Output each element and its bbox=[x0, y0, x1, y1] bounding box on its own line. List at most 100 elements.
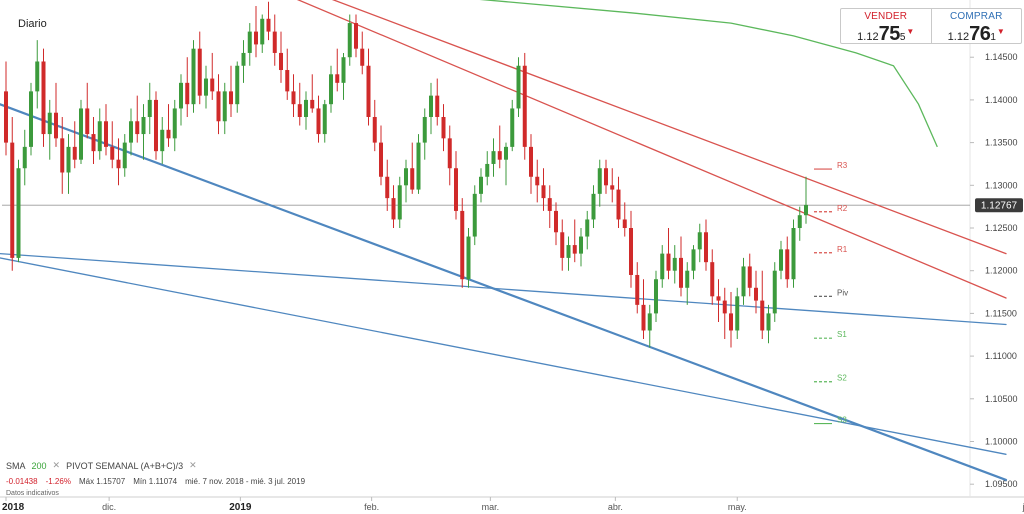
candle-body bbox=[572, 245, 577, 254]
candle-body bbox=[247, 31, 252, 53]
candle-body bbox=[385, 176, 390, 199]
candle-body bbox=[347, 23, 352, 58]
candle-body bbox=[391, 198, 396, 220]
candle-body bbox=[235, 65, 240, 105]
sell-button[interactable]: VENDER 1.12755▼ bbox=[841, 9, 931, 45]
candle-body bbox=[722, 300, 727, 314]
candle-body bbox=[260, 18, 265, 45]
sma-label: SMA bbox=[6, 460, 26, 471]
candle-body bbox=[672, 257, 677, 271]
timeframe-label: Diario bbox=[18, 18, 47, 30]
candle-body bbox=[241, 52, 246, 66]
pivot-level-label: R1 bbox=[837, 245, 848, 254]
candle-body bbox=[116, 159, 121, 169]
pivot-level-label: S2 bbox=[837, 374, 847, 383]
stats-row: -0.01438 -1.26% Máx 1.15707 Mín 1.11074 … bbox=[6, 477, 305, 486]
y-tick-label: 1.10000 bbox=[985, 436, 1018, 446]
trend-line bbox=[0, 103, 1008, 482]
buy-button[interactable]: COMPRAR 1.12761▼ bbox=[930, 9, 1022, 46]
candle-body bbox=[172, 108, 177, 139]
candle-body bbox=[772, 270, 777, 314]
pivot-level-label: R3 bbox=[837, 161, 848, 170]
min-value: Mín 1.11074 bbox=[133, 477, 178, 486]
candle-body bbox=[135, 121, 140, 135]
candle-body bbox=[329, 74, 333, 105]
candle-body bbox=[697, 232, 702, 250]
y-tick-label: 1.09500 bbox=[985, 479, 1018, 489]
y-tick-label: 1.12500 bbox=[985, 223, 1018, 233]
candle-body bbox=[197, 48, 202, 96]
remove-sma-icon[interactable]: ✕ bbox=[52, 460, 61, 470]
candle-body bbox=[747, 266, 752, 288]
candle-body bbox=[304, 99, 308, 117]
candle-body bbox=[22, 146, 27, 169]
buy-price-prefix: 1.12 bbox=[947, 31, 970, 43]
candle-body bbox=[610, 185, 615, 190]
candle-body bbox=[341, 57, 346, 83]
candle-body bbox=[716, 296, 721, 301]
pivot-level-label: Piv bbox=[837, 288, 848, 297]
max-value: Máx 1.15707 bbox=[78, 477, 126, 486]
candle-body bbox=[4, 91, 8, 143]
candle-body bbox=[741, 266, 746, 297]
candle-body bbox=[491, 151, 496, 164]
candle-body bbox=[704, 232, 708, 263]
buy-price-big: 76 bbox=[969, 23, 991, 45]
candle-body bbox=[60, 138, 65, 173]
candle-body bbox=[110, 146, 115, 160]
candle-body bbox=[466, 236, 471, 280]
candle-body bbox=[516, 65, 521, 109]
current-price-tag bbox=[975, 198, 1023, 213]
candle-body bbox=[354, 23, 358, 49]
candle-body bbox=[379, 142, 383, 177]
candle-body bbox=[597, 168, 602, 194]
candle-body bbox=[804, 204, 808, 216]
candle-body bbox=[416, 142, 421, 190]
candle-body bbox=[72, 146, 77, 160]
candle-body bbox=[529, 146, 533, 177]
y-tick-label: 1.11000 bbox=[985, 351, 1017, 361]
trend-line bbox=[331, 0, 1007, 255]
candle-body bbox=[729, 313, 733, 331]
candle-body bbox=[179, 82, 183, 109]
x-tick-label: dic. bbox=[102, 502, 116, 512]
candle-body bbox=[616, 189, 621, 220]
candle-body bbox=[272, 31, 277, 53]
candle-body bbox=[460, 210, 465, 280]
candle-body bbox=[510, 108, 515, 147]
candle-body bbox=[635, 274, 640, 305]
trend-line bbox=[0, 252, 1007, 326]
candle-body bbox=[447, 138, 452, 169]
x-tick-label: may. bbox=[728, 502, 747, 512]
candle-body bbox=[66, 146, 71, 173]
candle-body bbox=[222, 91, 227, 122]
candle-body bbox=[441, 116, 446, 139]
candle-body bbox=[522, 65, 527, 147]
candle-body bbox=[422, 116, 427, 143]
y-tick-label: 1.14500 bbox=[985, 52, 1018, 62]
y-tick-label: 1.13000 bbox=[985, 180, 1018, 190]
candle-body bbox=[791, 228, 796, 280]
x-tick-label: 2019 bbox=[229, 502, 252, 513]
candle-body bbox=[166, 129, 171, 139]
candle-body bbox=[541, 185, 546, 199]
candle-body bbox=[497, 151, 502, 160]
sell-price-prefix: 1.12 bbox=[857, 31, 879, 43]
candle-body bbox=[404, 168, 408, 186]
pivot-level-label: S3 bbox=[837, 416, 847, 425]
sell-label: VENDER bbox=[864, 11, 908, 22]
candle-body bbox=[654, 279, 658, 314]
candle-body bbox=[129, 121, 133, 143]
candle-body bbox=[547, 198, 552, 211]
candle-body bbox=[685, 270, 690, 288]
candle-body bbox=[216, 91, 221, 122]
candle-body bbox=[47, 112, 52, 135]
candle-body bbox=[35, 61, 40, 92]
trend-line bbox=[296, 0, 1007, 299]
buy-price: 1.12761▼ bbox=[932, 23, 1022, 46]
candle-body bbox=[629, 228, 633, 275]
remove-pivot-icon[interactable]: ✕ bbox=[189, 460, 197, 470]
candle-body bbox=[779, 249, 783, 271]
y-tick-label: 1.14000 bbox=[985, 95, 1018, 105]
